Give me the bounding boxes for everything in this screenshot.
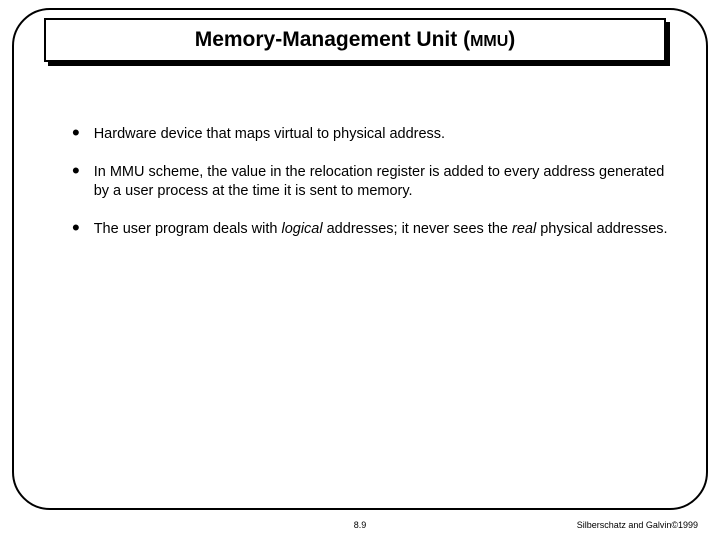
slide-frame bbox=[12, 8, 708, 510]
bullet-item: • In MMU scheme, the value in the reloca… bbox=[72, 163, 670, 202]
bullet-text-part: addresses; it never sees the bbox=[323, 221, 512, 237]
copyright: Silberschatz and Galvin©1999 bbox=[577, 520, 698, 530]
bullet-text: In MMU scheme, the value in the relocati… bbox=[94, 163, 670, 202]
title-box: Memory-Management Unit (MMU) bbox=[44, 18, 666, 62]
bullet-text-italic: real bbox=[512, 221, 536, 237]
bullet-text-part: The user program deals with bbox=[94, 221, 282, 237]
title-main: Memory-Management Unit ( bbox=[195, 28, 470, 51]
bullet-text-part: physical addresses. bbox=[536, 221, 667, 237]
bullet-item: • The user program deals with logical ad… bbox=[72, 220, 670, 240]
bullet-text: Hardware device that maps virtual to phy… bbox=[94, 125, 445, 145]
bullet-text: The user program deals with logical addr… bbox=[94, 220, 668, 240]
slide-title: Memory-Management Unit (MMU) bbox=[195, 28, 516, 52]
bullet-icon: • bbox=[72, 217, 80, 240]
bullet-text-italic: logical bbox=[281, 221, 322, 237]
bullet-icon: • bbox=[72, 122, 80, 145]
bullet-item: • Hardware device that maps virtual to p… bbox=[72, 125, 670, 145]
title-sub: MMU bbox=[470, 33, 508, 50]
title-close: ) bbox=[508, 28, 515, 51]
bullet-icon: • bbox=[72, 160, 80, 202]
content-area: • Hardware device that maps virtual to p… bbox=[72, 125, 670, 257]
